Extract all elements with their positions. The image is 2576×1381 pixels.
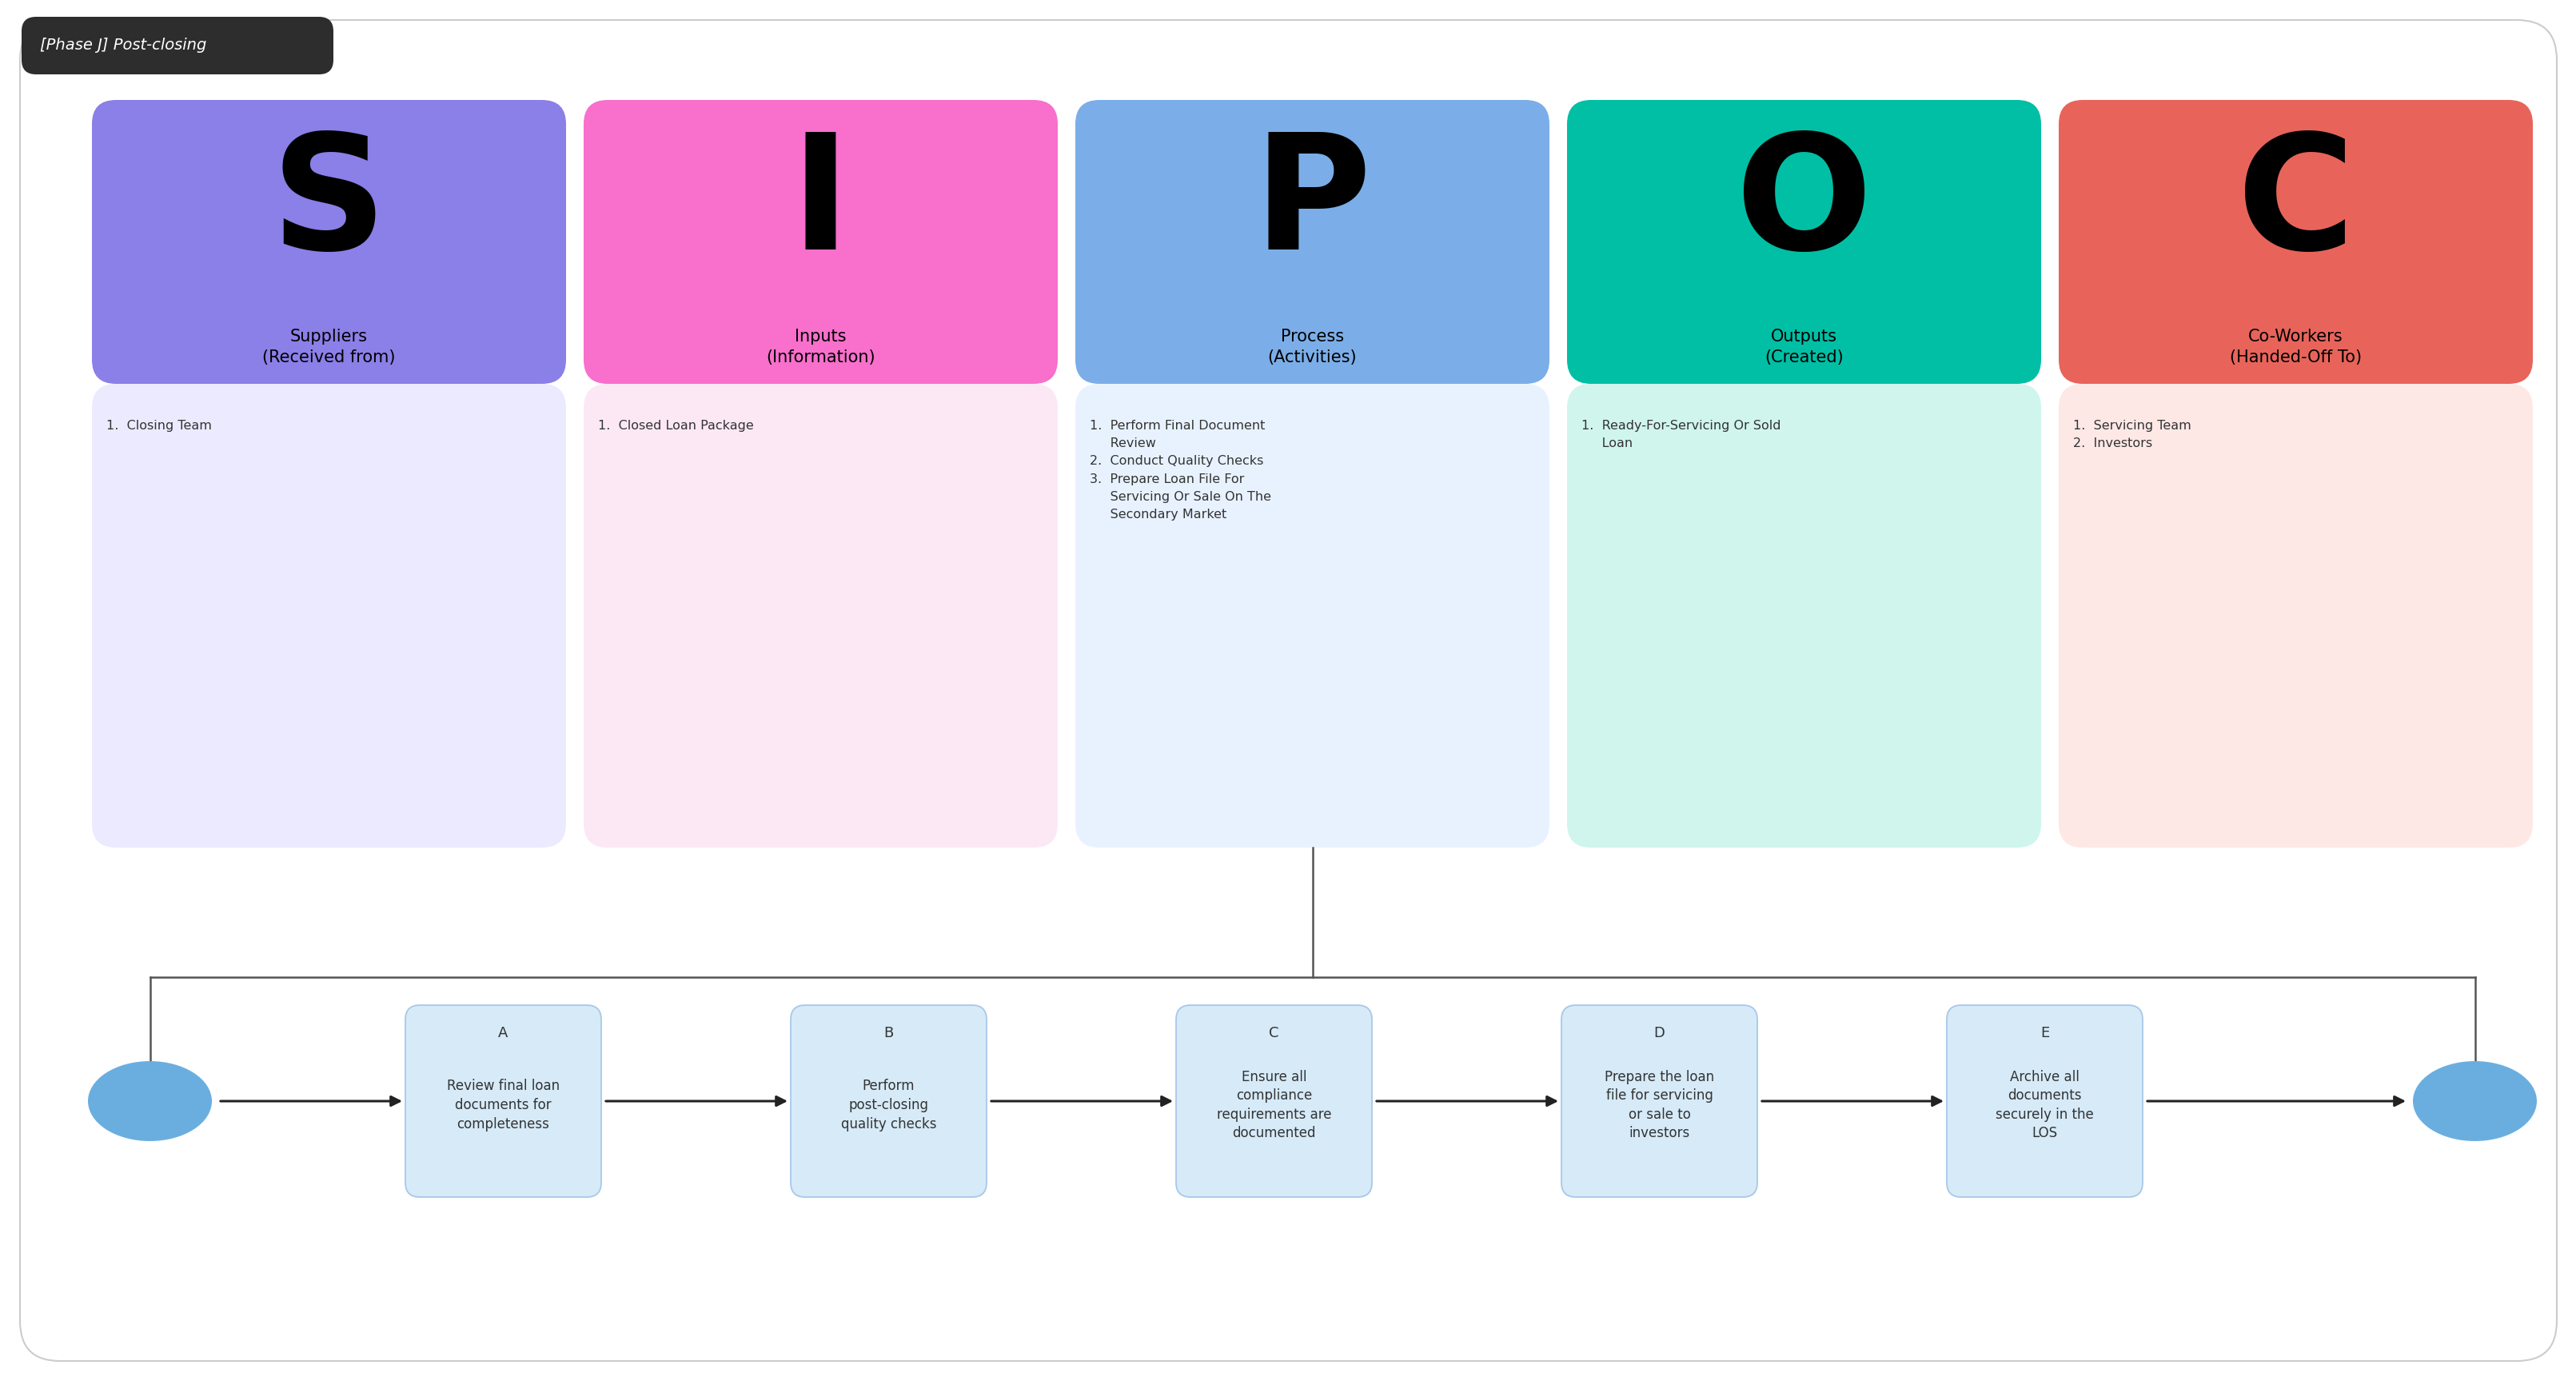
FancyBboxPatch shape [1947, 1005, 2143, 1197]
Text: S: S [270, 127, 386, 283]
Text: O: O [1736, 127, 1873, 283]
Text: Suppliers
(Received from): Suppliers (Received from) [263, 329, 397, 365]
Text: D: D [1654, 1026, 1664, 1040]
Text: Co-Workers
(Handed-Off To): Co-Workers (Handed-Off To) [2228, 329, 2362, 365]
Text: 1.  Perform Final Document
     Review
2.  Conduct Quality Checks
3.  Prepare Lo: 1. Perform Final Document Review 2. Cond… [1090, 420, 1270, 521]
Text: 1.  Servicing Team
2.  Investors: 1. Servicing Team 2. Investors [2074, 420, 2190, 450]
FancyBboxPatch shape [404, 1005, 600, 1197]
Text: Archive all
documents
securely in the
LOS: Archive all documents securely in the LO… [1994, 1070, 2094, 1141]
Text: C: C [1267, 1026, 1278, 1040]
Text: E: E [2040, 1026, 2048, 1040]
Text: 1.  Closed Loan Package: 1. Closed Loan Package [598, 420, 755, 432]
FancyBboxPatch shape [1175, 1005, 1370, 1197]
FancyBboxPatch shape [2058, 99, 2532, 384]
Text: [Phase J] Post-closing: [Phase J] Post-closing [41, 39, 206, 54]
FancyBboxPatch shape [1074, 384, 1548, 848]
FancyBboxPatch shape [1561, 1005, 1757, 1197]
FancyBboxPatch shape [791, 1005, 987, 1197]
FancyBboxPatch shape [1566, 384, 2040, 848]
FancyBboxPatch shape [582, 99, 1056, 384]
Text: A: A [497, 1026, 507, 1040]
Ellipse shape [2411, 1061, 2535, 1141]
Text: C: C [2236, 127, 2354, 283]
Text: Perform
post-closing
quality checks: Perform post-closing quality checks [840, 1079, 935, 1131]
FancyBboxPatch shape [582, 384, 1056, 848]
Text: I: I [791, 127, 850, 283]
FancyBboxPatch shape [21, 17, 332, 75]
Text: 1.  Closing Team: 1. Closing Team [106, 420, 211, 432]
FancyBboxPatch shape [1074, 99, 1548, 384]
FancyBboxPatch shape [21, 19, 2555, 1362]
Text: Review final loan
documents for
completeness: Review final loan documents for complete… [446, 1079, 559, 1131]
Text: Outputs
(Created): Outputs (Created) [1765, 329, 1842, 365]
FancyBboxPatch shape [93, 99, 567, 384]
Text: Inputs
(Information): Inputs (Information) [765, 329, 876, 365]
Text: Prepare the loan
file for servicing
or sale to
investors: Prepare the loan file for servicing or s… [1605, 1070, 1713, 1141]
Text: B: B [884, 1026, 894, 1040]
Ellipse shape [88, 1061, 211, 1141]
Text: 1.  Ready-For-Servicing Or Sold
     Loan: 1. Ready-For-Servicing Or Sold Loan [1582, 420, 1780, 450]
FancyBboxPatch shape [93, 384, 567, 848]
Text: P: P [1252, 127, 1370, 283]
FancyBboxPatch shape [2058, 384, 2532, 848]
FancyBboxPatch shape [1566, 99, 2040, 384]
Text: Process
(Activities): Process (Activities) [1267, 329, 1358, 365]
Text: Ensure all
compliance
requirements are
documented: Ensure all compliance requirements are d… [1216, 1070, 1332, 1141]
